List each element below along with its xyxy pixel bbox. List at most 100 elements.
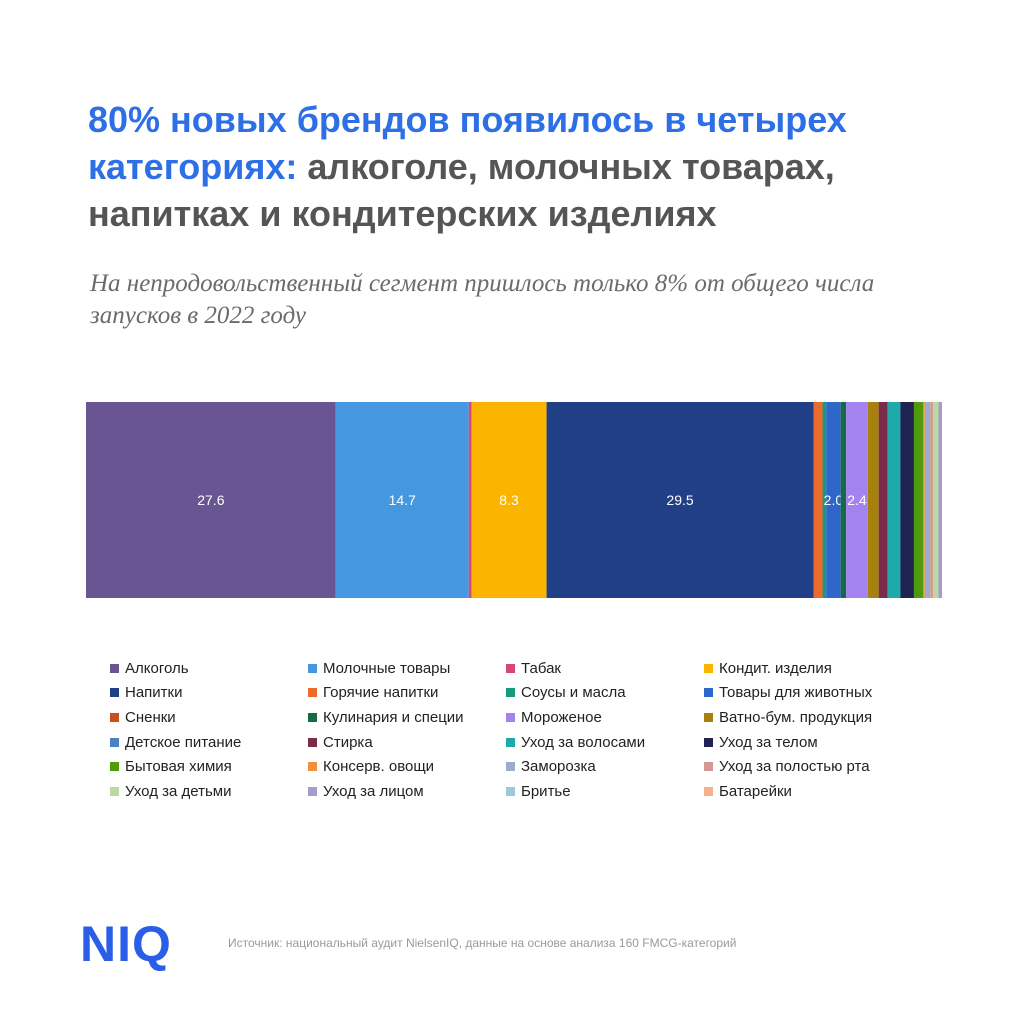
legend-swatch-13 xyxy=(308,737,317,747)
bar-segment-15 xyxy=(900,402,914,598)
legend-item-3: Кондит. изделия xyxy=(704,656,904,681)
legend-swatch-9 xyxy=(308,712,317,722)
legend-swatch-16 xyxy=(110,762,119,772)
legend-swatch-8 xyxy=(110,712,119,722)
legend-label-15: Уход за телом xyxy=(719,733,818,751)
legend-swatch-23 xyxy=(704,786,713,796)
bar-segment-16 xyxy=(913,402,923,598)
bar-segment-6 xyxy=(822,402,827,598)
niq-logo: NIQ xyxy=(80,916,172,972)
legend-item-0: Алкоголь xyxy=(110,656,308,681)
legend-label-1: Молочные товары xyxy=(323,659,451,677)
chart-title: 80% новых брендов появилось в четырех ка… xyxy=(88,96,968,237)
legend-item-20: Уход за детьми xyxy=(110,779,308,804)
legend-item-2: Табак xyxy=(506,656,704,681)
legend-item-21: Уход за лицом xyxy=(308,779,506,804)
source-note: Источник: национальный аудит NielsenIQ, … xyxy=(228,936,737,950)
legend-label-10: Мороженое xyxy=(521,708,602,726)
legend-swatch-20 xyxy=(110,786,119,796)
legend-label-21: Уход за лицом xyxy=(323,782,424,800)
legend-item-19: Уход за полостью рта xyxy=(704,754,904,779)
bar-segment-2 xyxy=(468,402,472,598)
legend-item-14: Уход за волосами xyxy=(506,730,704,755)
legend-swatch-3 xyxy=(704,663,713,673)
bar-segment-17 xyxy=(922,402,925,598)
legend-item-12: Детское питание xyxy=(110,730,308,755)
legend-label-8: Сненки xyxy=(125,708,176,726)
bar-segment-21 xyxy=(938,402,942,598)
legend-item-13: Стирка xyxy=(308,730,506,755)
legend-item-5: Горячие напитки xyxy=(308,681,506,706)
bar-segment-11 xyxy=(867,402,879,598)
bar-segment-5 xyxy=(813,402,823,598)
legend-swatch-6 xyxy=(506,688,515,698)
legend-label-16: Бытовая химия xyxy=(125,758,232,776)
legend-swatch-21 xyxy=(308,786,317,796)
legend-label-2: Табак xyxy=(521,659,561,677)
legend-item-7: Товары для животных xyxy=(704,681,904,706)
bar-segment-0 xyxy=(86,402,336,598)
bar-segment-20 xyxy=(932,402,939,598)
bar-segment-7 xyxy=(826,402,841,598)
legend-label-22: Бритье xyxy=(521,782,571,800)
legend-label-17: Консерв. овощи xyxy=(323,758,435,776)
legend-item-8: Сненки xyxy=(110,705,308,730)
legend-label-19: Уход за полостью рта xyxy=(719,758,870,776)
legend-swatch-14 xyxy=(506,737,515,747)
legend-swatch-22 xyxy=(506,786,515,796)
data-label-1: 14.7 xyxy=(389,492,416,508)
legend-item-11: Ватно-бум. продукция xyxy=(704,705,904,730)
legend-label-11: Ватно-бум. продукция xyxy=(719,708,873,726)
legend-swatch-15 xyxy=(704,737,713,747)
bar-segment-19 xyxy=(930,402,933,598)
legend-swatch-12 xyxy=(110,737,119,747)
legend-item-6: Соусы и масла xyxy=(506,681,704,706)
legend-item-16: Бытовая химия xyxy=(110,754,308,779)
legend-swatch-1 xyxy=(308,663,317,673)
legend-swatch-10 xyxy=(506,712,515,722)
legend-item-4: Напитки xyxy=(110,681,308,706)
legend-label-7: Товары для животных xyxy=(719,684,873,702)
legend-item-10: Мороженое xyxy=(506,705,704,730)
bar-segment-18 xyxy=(924,402,931,598)
legend-swatch-19 xyxy=(704,762,713,772)
legend-swatch-7 xyxy=(704,688,713,698)
bar-segment-13 xyxy=(878,402,888,598)
legend-swatch-4 xyxy=(110,688,119,698)
bar-segment-1 xyxy=(335,402,469,598)
legend-item-17: Консерв. овощи xyxy=(308,754,506,779)
legend-swatch-17 xyxy=(308,762,317,772)
legend-label-12: Детское питание xyxy=(125,733,242,751)
legend-label-0: Алкоголь xyxy=(125,659,189,677)
data-label-10: 2.4 xyxy=(847,492,867,508)
chart-legend: Алкоголь Молочные товары Табак Кондит. изде… xyxy=(110,656,910,804)
legend-item-18: Заморозка xyxy=(506,754,704,779)
legend-label-6: Соусы и масла xyxy=(521,684,626,702)
bar-segment-4 xyxy=(546,402,814,598)
legend-label-18: Заморозка xyxy=(521,758,596,776)
legend-label-20: Уход за детьми xyxy=(125,782,232,800)
data-label-0: 27.6 xyxy=(197,492,224,508)
bar-segment-14 xyxy=(887,402,901,598)
legend-swatch-11 xyxy=(704,712,713,722)
bar-segment-10 xyxy=(846,402,868,598)
legend-swatch-5 xyxy=(308,688,317,698)
legend-label-23: Батарейки xyxy=(719,782,792,800)
legend-label-14: Уход за волосами xyxy=(521,733,646,751)
legend-item-15: Уход за телом xyxy=(704,730,904,755)
legend-label-3: Кондит. изделия xyxy=(719,659,832,677)
stacked-bar-chart: 27.6 14.7 8.3 29.5 2.0 2.4 xyxy=(86,402,942,598)
legend-label-13: Стирка xyxy=(323,733,373,751)
chart-subtitle: На непродовольственный сегмент пришлось … xyxy=(90,270,875,329)
data-label-4: 29.5 xyxy=(666,492,693,508)
bar-segment-3 xyxy=(471,402,547,598)
legend-swatch-2 xyxy=(506,663,515,673)
chart-title-rest: алкоголе, молочных товарах, напитках и к… xyxy=(88,146,835,234)
legend-item-22: Бритье xyxy=(506,779,704,804)
legend-label-4: Напитки xyxy=(125,684,183,702)
chart-title-highlight: 80% новых брендов появилось в четырех ка… xyxy=(88,99,847,187)
data-label-7: 2.0 xyxy=(824,492,844,508)
legend-label-9: Кулинария и специи xyxy=(323,708,464,726)
legend-label-5: Горячие напитки xyxy=(323,684,439,702)
legend-swatch-0 xyxy=(110,663,119,673)
